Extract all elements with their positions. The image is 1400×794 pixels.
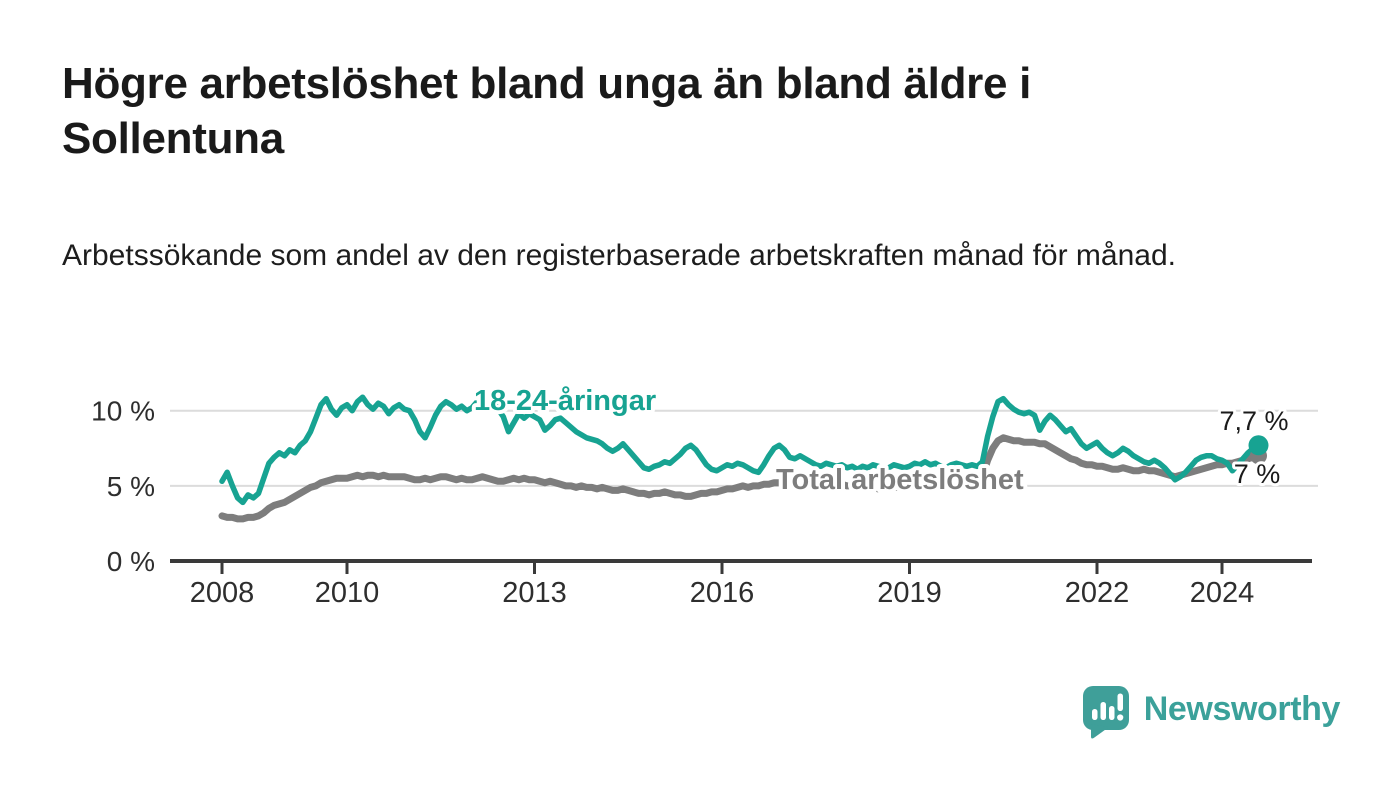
y-tick-label: 10 % [91,396,155,427]
x-tick-label: 2013 [502,577,567,609]
newsworthy-wordmark: Newsworthy [1143,690,1341,728]
newsworthy-speech-bubble-bar-chart-icon [1082,686,1129,739]
x-tick-label: 2024 [1190,577,1255,609]
total-end-value-label: 7 % [1234,459,1281,489]
youth-endpoint-dot [1248,435,1269,456]
x-tick-label: 2016 [690,577,755,609]
y-tick-label: 0 % [107,546,155,577]
total-unemployment-line [218,434,1262,523]
x-axis-ticks: 2008 2010 2013 2016 2019 2022 2024 [190,561,1255,609]
y-tick-label: 5 % [107,471,155,502]
youth-end-value-label: 7,7 % [1219,406,1288,436]
youth-unemployment-line [219,394,1262,506]
x-tick-label: 2010 [315,577,380,609]
page-title: Högre arbetslöshet bland unga än bland ä… [62,59,1032,164]
x-tick-label: 2022 [1065,577,1130,609]
total-series-label: Total arbetslöshet [776,464,1024,496]
y-axis-labels: 0 % 5 % 10 % [91,396,155,577]
x-tick-label: 2019 [877,577,942,609]
youth-series-label: 18-24-åringar [474,385,656,417]
gridlines [170,409,1318,487]
newsworthy-logo: Newsworthy [1081,684,1340,740]
page-subtitle: Arbetssökande som andel av den registerb… [62,239,1176,272]
x-tick-label: 2008 [190,577,255,609]
